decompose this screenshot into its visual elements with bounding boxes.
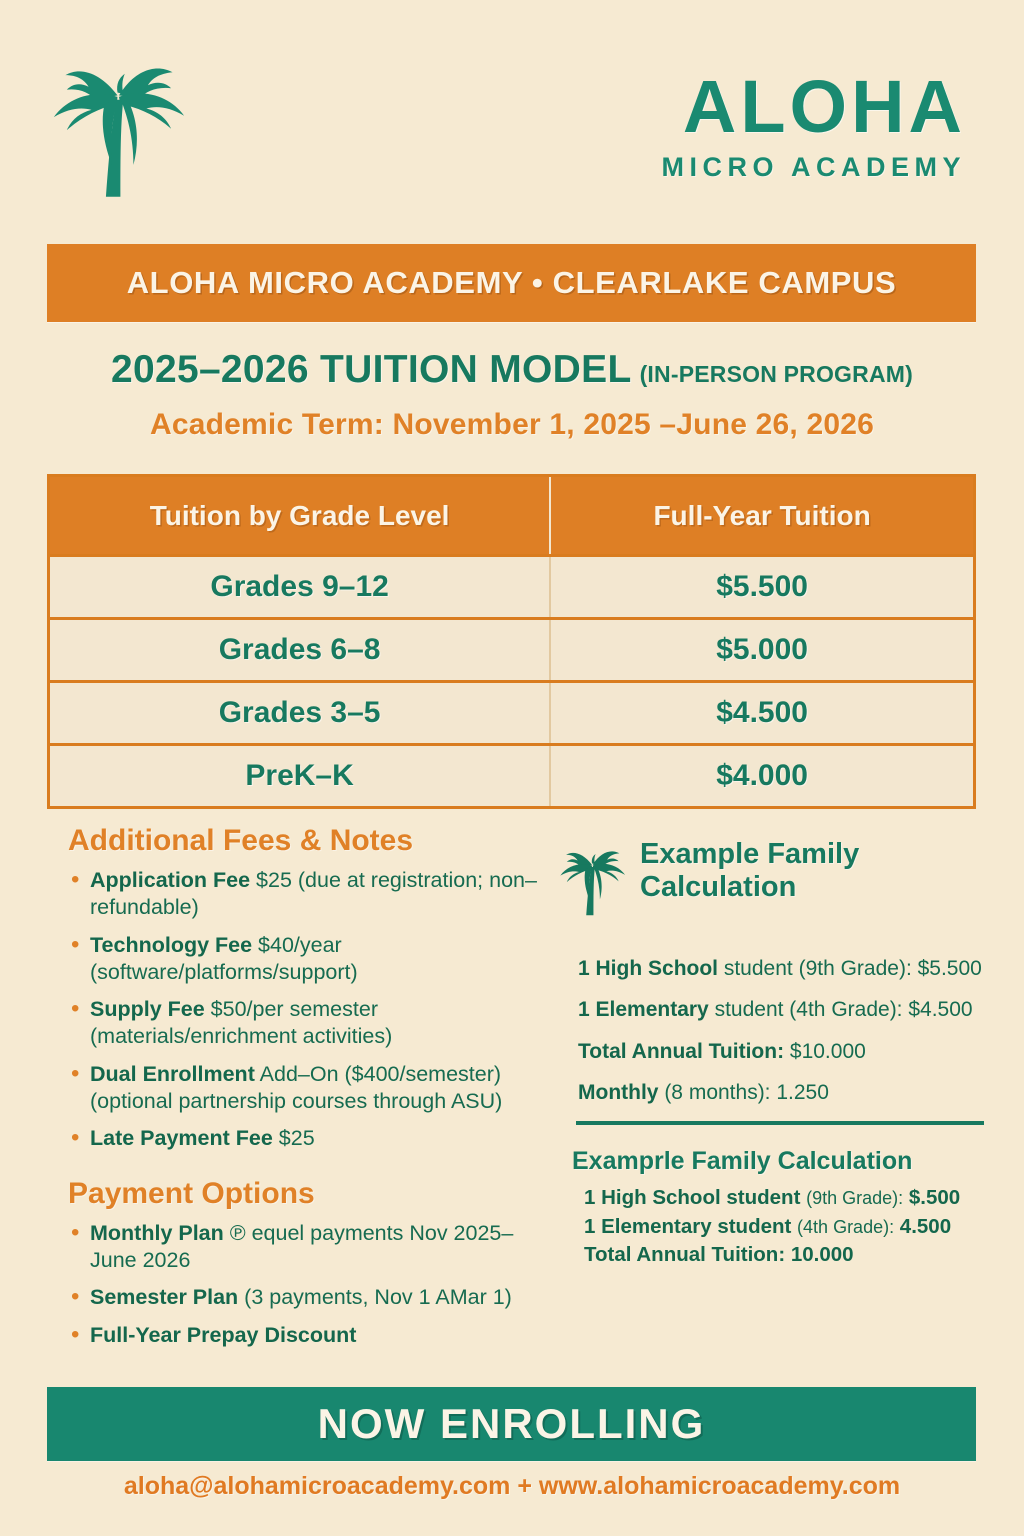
table-row: Grades 3–5 $4.500 bbox=[50, 680, 973, 743]
example2-label: 1 High School student bbox=[584, 1186, 801, 1209]
example2-mid: (9th Grade): bbox=[806, 1188, 904, 1208]
example2-label: Total Annual Tuition: bbox=[584, 1243, 786, 1267]
list-item: Technology Fee $40/year (software/platfo… bbox=[68, 931, 538, 987]
table-cell-grade: Grades 6–8 bbox=[50, 620, 552, 680]
table-cell-grade: Grades 3–5 bbox=[50, 683, 552, 743]
right-column: Example Family Calculation 1 High School… bbox=[556, 830, 986, 1270]
example-line-label: 1 High School bbox=[578, 957, 719, 980]
list-item: Late Payment Fee $25 bbox=[68, 1124, 538, 1153]
example-family-title-line1: Example Family bbox=[640, 838, 860, 870]
left-column: Additional Fees & Notes Application Fee … bbox=[68, 824, 538, 1359]
list-item: Semester Plan (3 payments, Nov 1 AMar 1) bbox=[68, 1283, 538, 1312]
fee-detail: $40/year (software/platforms/support) bbox=[90, 932, 358, 984]
table-header-tuition: Full-Year Tuition bbox=[653, 499, 871, 531]
campus-banner-text: ALOHA MICRO ACADEMY • CLEARLAKE CAMPUS bbox=[126, 265, 897, 300]
table-cell-amount: $5.000 bbox=[716, 633, 808, 666]
fee-detail: $25 bbox=[272, 1126, 315, 1151]
payment-heading: Payment Options bbox=[68, 1176, 315, 1210]
example-line: 1 High School student (9th Grade): $5.50… bbox=[578, 956, 986, 982]
list-item: Full-Year Prepay Discount bbox=[68, 1321, 538, 1350]
table-cell-grade: Grades 9–12 bbox=[50, 557, 552, 617]
example-line-label: 1 Elementary bbox=[578, 998, 709, 1022]
table-cell-amount: $4.500 bbox=[716, 696, 808, 729]
brand-name: ALOHA bbox=[682, 65, 966, 148]
example-family-title-line2: Calculation bbox=[640, 871, 797, 904]
fee-detail: $50/per semester (materials/enrichment a… bbox=[90, 997, 393, 1049]
fee-label: Late Payment Fee bbox=[90, 1126, 273, 1151]
example2-amount: 10.000 bbox=[790, 1243, 854, 1267]
brand-subtitle: MICRO ACADEMY bbox=[661, 152, 966, 183]
example-line: 1 Elementary student (4th Grade): $4.500 bbox=[578, 997, 986, 1023]
example2-amount: 4.500 bbox=[899, 1214, 952, 1238]
table-row: Grades 6–8 $5.000 bbox=[50, 617, 973, 680]
list-item: Supply Fee $50/per semester (materials/e… bbox=[68, 995, 538, 1051]
table-cell-grade: PreK–K bbox=[50, 746, 552, 806]
palm-tree-icon bbox=[556, 832, 628, 930]
title-parenthetical: (IN-PERSON PROGRAM) bbox=[639, 361, 913, 387]
title-row: 2025–2026 TUITION MODEL (IN-PERSON PROGRA… bbox=[0, 348, 1024, 392]
example-line-label: Monthly bbox=[578, 1080, 659, 1104]
example-family-2-title: Examprle Family Calculation bbox=[572, 1147, 913, 1175]
list-item: Monthly Plan ℗ equel payments Nov 2025–J… bbox=[68, 1219, 538, 1275]
payment-label: Full-Year Prepay Discount bbox=[90, 1322, 357, 1347]
fee-label: Dual Enrollment bbox=[90, 1061, 255, 1086]
contact-info: aloha@alohamicroacademy.com + www.aloham… bbox=[123, 1472, 901, 1500]
example-family-header: Example Family Calculation bbox=[556, 830, 986, 930]
table-row: Grades 9–12 $5.500 bbox=[50, 554, 973, 617]
section-divider bbox=[576, 1121, 984, 1125]
term-row: Academic Term: November 1, 2025 –June 26… bbox=[0, 408, 1024, 442]
table-row: PreK–K $4.000 bbox=[50, 743, 973, 806]
now-enrolling-text: NOW ENROLLING bbox=[317, 1400, 706, 1447]
fee-label: Technology Fee bbox=[90, 932, 253, 957]
table-cell-amount: $5.500 bbox=[716, 570, 808, 603]
example-line: Monthly (8 months): 1.250 bbox=[578, 1080, 986, 1106]
payment-detail: (3 payments, Nov 1 AMar 1) bbox=[238, 1285, 512, 1310]
example-line-detail: $10.000 bbox=[784, 1039, 866, 1063]
fee-label: Application Fee bbox=[90, 868, 251, 892]
now-enrolling-banner: NOW ENROLLING bbox=[47, 1387, 976, 1461]
logo-header: ALOHA MICRO ACADEMY bbox=[0, 0, 1024, 230]
fee-detail: Add–On ($400/semester) (optional partner… bbox=[90, 1061, 503, 1114]
example2-label: 1 Elementary student bbox=[584, 1214, 792, 1238]
tuition-table: Tuition by Grade Level Full-Year Tuition… bbox=[47, 474, 976, 809]
fees-list: Application Fee $25 (due at registration… bbox=[68, 866, 538, 1153]
example-line-detail: student (4th Grade): $4.500 bbox=[708, 998, 973, 1022]
page-title: 2025–2026 TUITION MODEL bbox=[110, 348, 632, 391]
palm-tree-icon bbox=[45, 52, 190, 204]
contact-row: aloha@alohamicroacademy.com + www.aloham… bbox=[0, 1472, 1024, 1501]
list-item: Application Fee $25 (due at registration… bbox=[68, 866, 538, 922]
brand-block: ALOHA MICRO ACADEMY bbox=[661, 65, 967, 183]
payment-detail: ℗ equel payments Nov 2025–June 2026 bbox=[90, 1220, 514, 1272]
example2-mid: (4th Grade): bbox=[797, 1216, 895, 1237]
fee-label: Supply Fee bbox=[90, 997, 205, 1022]
academic-term: Academic Term: November 1, 2025 –June 26… bbox=[149, 408, 875, 441]
example2-line: 1 High School student (9th Grade): $.500 bbox=[572, 1184, 986, 1213]
list-item: Dual Enrollment Add–On ($400/semester) (… bbox=[68, 1060, 538, 1116]
example2-line: 1 Elementary student (4th Grade): 4.500 bbox=[572, 1213, 986, 1242]
example2-line: Total Annual Tuition: 10.000 bbox=[572, 1241, 986, 1270]
table-header-grade: Tuition by Grade Level bbox=[50, 477, 552, 554]
example-line-detail: (8 months): 1.250 bbox=[658, 1080, 829, 1104]
example-line-detail: student (9th Grade): $5.500 bbox=[718, 957, 982, 980]
fees-heading: Additional Fees & Notes bbox=[68, 824, 414, 857]
payment-label: Monthly Plan bbox=[90, 1220, 224, 1245]
example-family-title: Example Family Calculation bbox=[640, 830, 859, 904]
example-line: Total Annual Tuition: $10.000 bbox=[578, 1039, 986, 1065]
example-line-label: Total Annual Tuition: bbox=[578, 1039, 785, 1063]
fee-detail: $25 (due at registration; non–refundable… bbox=[90, 868, 537, 920]
example-family-lines: 1 High School student (9th Grade): $5.50… bbox=[556, 956, 986, 1106]
table-cell-amount: $4.000 bbox=[716, 759, 808, 792]
table-header-row: Tuition by Grade Level Full-Year Tuition bbox=[50, 477, 973, 554]
example2-amount: $.500 bbox=[908, 1186, 961, 1209]
payment-label: Semester Plan bbox=[90, 1285, 239, 1310]
campus-banner: ALOHA MICRO ACADEMY • CLEARLAKE CAMPUS bbox=[47, 244, 976, 322]
payment-list: Monthly Plan ℗ equel payments Nov 2025–J… bbox=[68, 1219, 538, 1350]
example-family-2: Examprle Family Calculation 1 High Schoo… bbox=[556, 1147, 986, 1270]
